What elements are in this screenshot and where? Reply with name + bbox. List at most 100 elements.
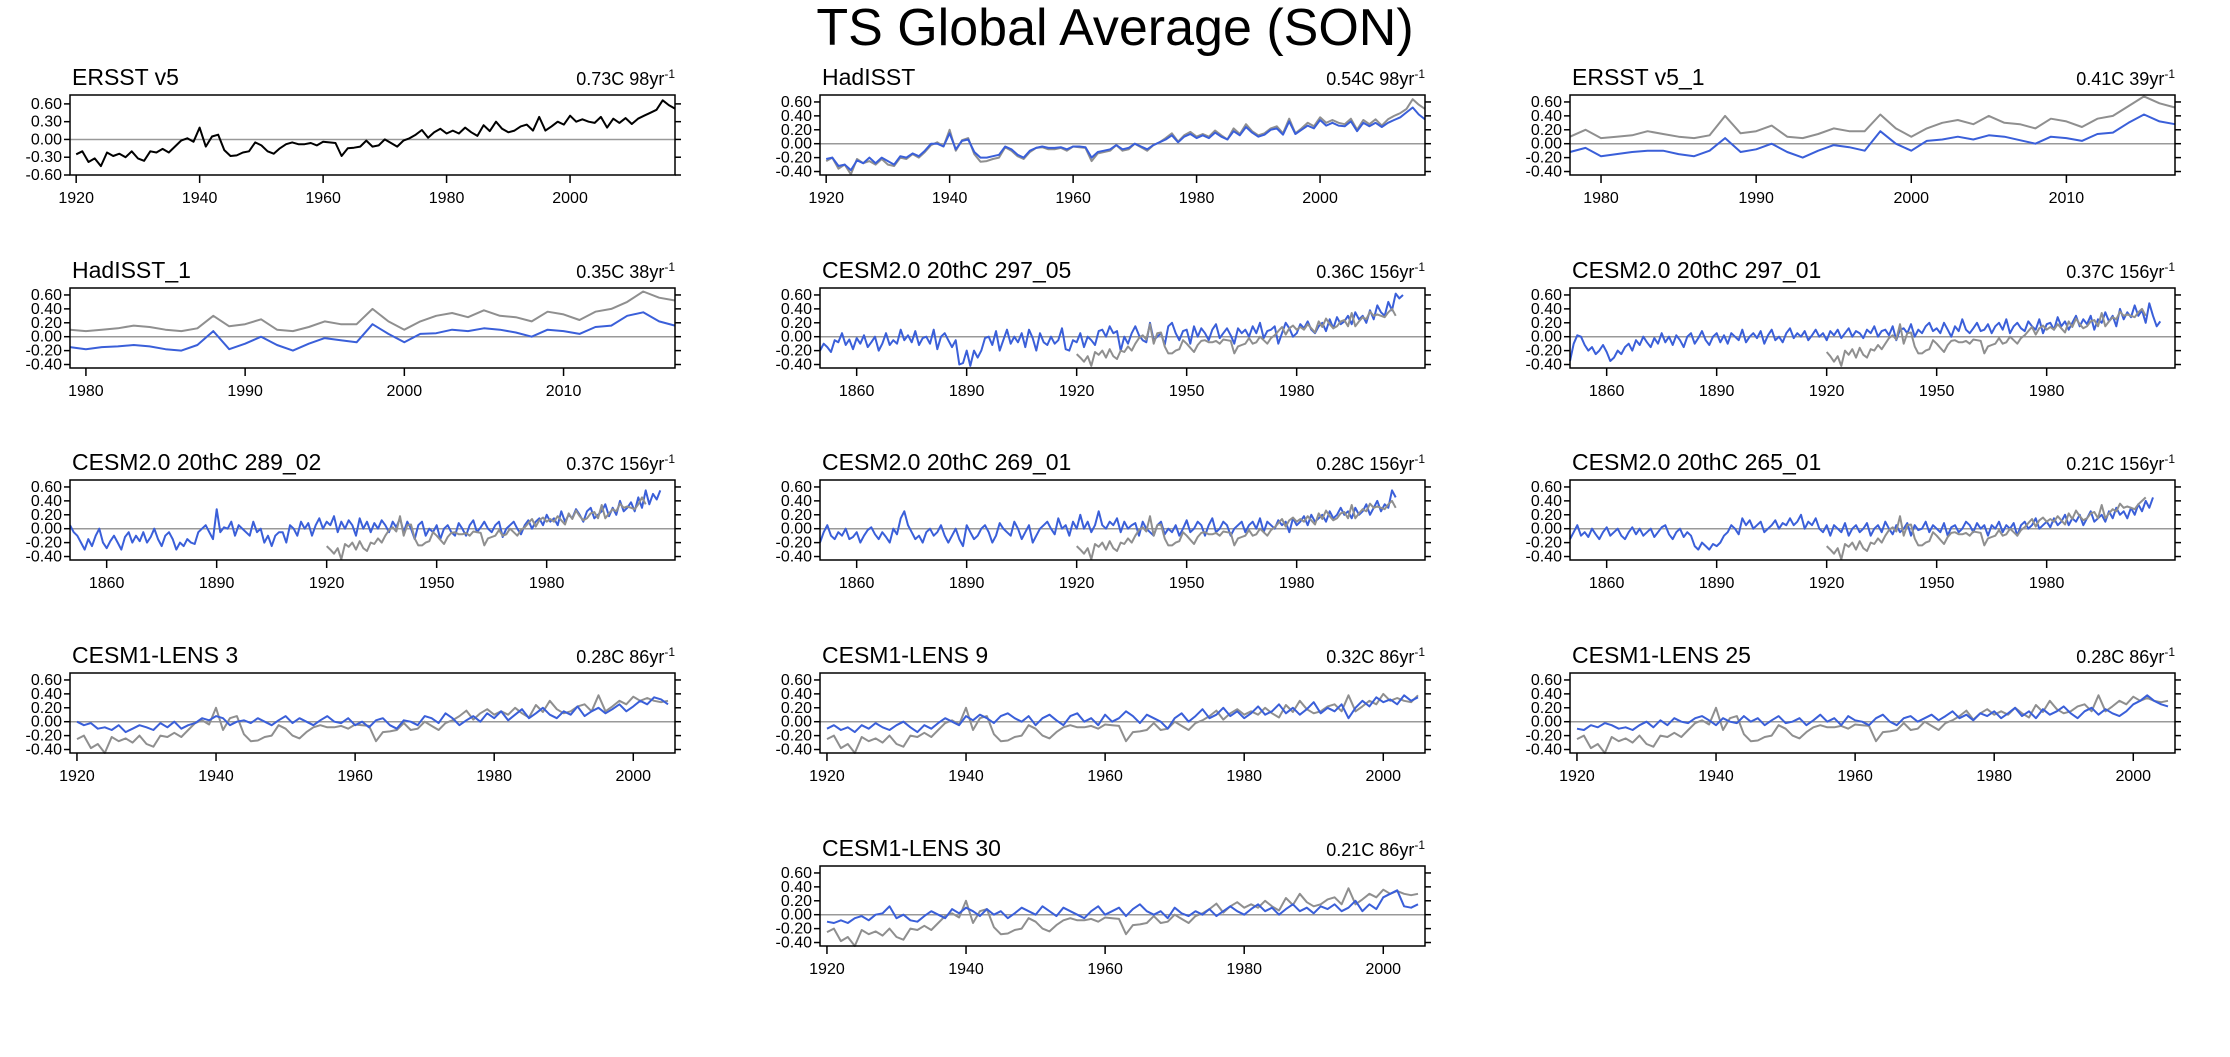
trend-label: 0.37C 156yr-1 bbox=[2066, 260, 2175, 282]
y-tick-label: -0.20 bbox=[776, 535, 813, 552]
x-tick-label: 1890 bbox=[949, 383, 985, 400]
trend-unit-exponent: -1 bbox=[2164, 452, 2175, 466]
y-tick-label: 0.60 bbox=[31, 672, 62, 689]
x-tick-label: 1860 bbox=[1589, 383, 1625, 400]
chart-panel: ERSST v5 0.73C 98yr-1 -0.60 -0.30 0.00 0.30 0.… bbox=[5, 55, 685, 245]
figure-title: TS Global Average (SON) bbox=[816, 0, 1414, 57]
trend-label: 0.41C 39yr-1 bbox=[2076, 67, 2175, 89]
x-tick-label: 1980 bbox=[2029, 575, 2065, 592]
y-tick-label: -0.30 bbox=[26, 149, 63, 166]
trend-unit-exponent: -1 bbox=[2164, 260, 2175, 274]
trend-unit-exponent: -1 bbox=[1414, 260, 1425, 274]
chart-panel: CESM2.0 20thC 269_01 0.28C 156yr-1 -0.40 -0… bbox=[755, 440, 1435, 630]
x-tick-label: 1960 bbox=[1837, 768, 1873, 785]
x-tick-label: 1940 bbox=[948, 768, 984, 785]
plot-frame bbox=[819, 865, 1426, 947]
x-tick-label: 1950 bbox=[1169, 383, 1205, 400]
chart-panel: CESM1-LENS 30 0.21C 86yr-1 -0.40 -0.20 0.00 0… bbox=[755, 826, 1435, 1016]
x-tick-label: 1940 bbox=[932, 190, 968, 207]
y-tick-label: 0.40 bbox=[781, 686, 812, 703]
panel-title: CESM2.0 20thC 297_05 bbox=[822, 257, 1071, 283]
y-tick-label: 0.40 bbox=[781, 108, 812, 125]
trend-value: 0.73C 98yr bbox=[576, 69, 664, 89]
reference-series-line bbox=[76, 694, 669, 754]
x-tick-label: 1920 bbox=[58, 190, 94, 207]
chart-svg: CESM1-LENS 25 0.28C 86yr-1-0.40-0.200.000… bbox=[1526, 642, 2181, 785]
y-tick-label: -0.40 bbox=[776, 357, 813, 374]
y-tick-label: 0.40 bbox=[781, 301, 812, 318]
panel-title: CESM2.0 20thC 297_01 bbox=[1572, 257, 1821, 283]
model-series-line bbox=[1569, 497, 2154, 551]
y-tick-label: -0.60 bbox=[26, 167, 63, 184]
chart-svg: CESM1-LENS 9 0.32C 86yr-1-0.40-0.200.000.… bbox=[776, 642, 1431, 785]
y-tick-label: 0.00 bbox=[31, 714, 62, 731]
x-tick-label: 1980 bbox=[1226, 961, 1262, 978]
x-tick-label: 1920 bbox=[59, 768, 95, 785]
x-tick-label: 2000 bbox=[1365, 768, 1401, 785]
x-tick-label: 1920 bbox=[809, 961, 845, 978]
chart-panel: CESM2.0 20thC 289_02 0.37C 156yr-1 -0.40 -0… bbox=[5, 440, 685, 630]
y-tick-label: 0.00 bbox=[31, 521, 62, 538]
y-tick-label: -0.40 bbox=[776, 742, 813, 759]
panel-title: CESM1-LENS 25 bbox=[1572, 642, 1751, 668]
panel-title: CESM2.0 20thC 269_01 bbox=[822, 449, 1071, 475]
panel-title: CESM1-LENS 3 bbox=[72, 642, 238, 668]
y-tick-label: 0.00 bbox=[31, 329, 62, 346]
x-tick-label: 1860 bbox=[89, 575, 125, 592]
y-tick-label: 0.40 bbox=[781, 493, 812, 510]
x-tick-label: 1960 bbox=[1087, 768, 1123, 785]
trend-label: 0.36C 156yr-1 bbox=[1316, 260, 1425, 282]
y-tick-label: 0.60 bbox=[781, 94, 812, 111]
y-tick-label: -0.20 bbox=[1526, 535, 1563, 552]
y-tick-label: 0.60 bbox=[31, 479, 62, 496]
x-tick-label: 1980 bbox=[1279, 575, 1315, 592]
model-series-line bbox=[826, 889, 1419, 924]
x-tick-label: 2000 bbox=[387, 383, 423, 400]
trend-unit-exponent: -1 bbox=[1414, 452, 1425, 466]
chart-svg: ERSST v5_1 0.41C 39yr-1 -0.40-0.200.000.20… bbox=[1526, 64, 2181, 207]
chart-panel: CESM1-LENS 3 0.28C 86yr-1 -0.40 -0.20 0.00 0.… bbox=[5, 633, 685, 823]
y-tick-label: 0.00 bbox=[781, 329, 812, 346]
plot-frame bbox=[819, 672, 1426, 754]
y-tick-label: -0.40 bbox=[26, 742, 63, 759]
trend-label: 0.21C 156yr-1 bbox=[2066, 452, 2175, 474]
y-tick-label: 0.40 bbox=[31, 493, 62, 510]
trend-label: 0.28C 86yr-1 bbox=[576, 645, 675, 667]
plot-frame bbox=[69, 672, 676, 754]
y-tick-label: 0.60 bbox=[781, 287, 812, 304]
y-tick-label: 0.20 bbox=[31, 700, 62, 717]
x-tick-label: 1920 bbox=[809, 768, 845, 785]
trend-unit-exponent: -1 bbox=[2164, 645, 2175, 659]
y-tick-label: -0.20 bbox=[776, 921, 813, 938]
y-tick-label: -0.40 bbox=[26, 357, 63, 374]
x-tick-label: 1980 bbox=[1279, 383, 1315, 400]
model-series-line bbox=[1569, 302, 2162, 362]
y-tick-label: 0.40 bbox=[781, 879, 812, 896]
y-tick-label: -0.20 bbox=[776, 343, 813, 360]
reference-series-line bbox=[826, 887, 1419, 947]
x-tick-label: 1890 bbox=[1699, 575, 1735, 592]
x-tick-label: 1980 bbox=[68, 383, 104, 400]
panel-title: CESM1-LENS 30 bbox=[822, 835, 1001, 861]
y-tick-label: -0.20 bbox=[26, 728, 63, 745]
reference-series-line bbox=[1825, 307, 2147, 367]
x-tick-label: 1980 bbox=[1583, 190, 1619, 207]
trend-unit-exponent: -1 bbox=[1414, 645, 1425, 659]
panel-title: HadISST bbox=[822, 64, 915, 90]
chart-svg: HadISST_1 0.35C 38yr-1-0.40-0.200.000.200… bbox=[26, 257, 681, 400]
trend-label: 0.28C 156yr-1 bbox=[1316, 452, 1425, 474]
model-series-line bbox=[1569, 113, 2176, 159]
y-tick-label: 0.00 bbox=[1531, 521, 1562, 538]
y-tick-label: 0.00 bbox=[781, 521, 812, 538]
reference-series-line bbox=[825, 98, 1426, 176]
chart-svg: HadISST 0.54C 98yr-1 -0.40-0.200.000.200.4… bbox=[776, 64, 1431, 207]
trend-value: 0.28C 86yr bbox=[576, 647, 664, 667]
trend-label: 0.73C 98yr-1 bbox=[576, 67, 675, 89]
reference-series-line bbox=[326, 496, 647, 561]
y-tick-label: 0.00 bbox=[1531, 329, 1562, 346]
y-tick-label: 0.60 bbox=[31, 96, 62, 113]
chart-panel: CESM1-LENS 25 0.28C 86yr-1 -0.40 -0.20 0.00 0… bbox=[1505, 633, 2185, 823]
y-tick-label: -0.40 bbox=[776, 935, 813, 952]
y-tick-label: 0.00 bbox=[31, 131, 62, 148]
observed-series-line bbox=[75, 99, 676, 168]
